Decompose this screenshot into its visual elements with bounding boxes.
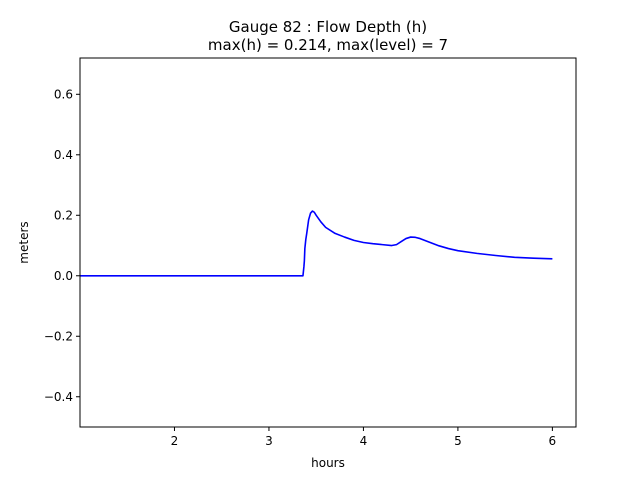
x-tick-label: 3 bbox=[265, 434, 273, 448]
y-axis-label: meters bbox=[17, 221, 31, 263]
x-tick-label: 6 bbox=[549, 434, 557, 448]
y-tick-label: 0.0 bbox=[54, 269, 73, 283]
x-tick-label: 5 bbox=[454, 434, 462, 448]
y-tick-label: 0.6 bbox=[54, 87, 73, 101]
plot-area bbox=[80, 210, 553, 277]
y-tick-label: −0.4 bbox=[44, 390, 73, 404]
axis-ticks: 2 3 4 5 6 −0.4 −0.2 0.0 0.2 0.4 0.6 bbox=[44, 87, 556, 448]
x-tick-label: 4 bbox=[360, 434, 368, 448]
x-axis-label: hours bbox=[311, 456, 345, 470]
chart-title-line-2: max(h) = 0.214, max(level) = 7 bbox=[208, 36, 448, 54]
y-tick-label: 0.4 bbox=[54, 148, 73, 162]
x-tick-label: 2 bbox=[171, 434, 179, 448]
y-tick-label: 0.2 bbox=[54, 208, 73, 222]
chart-title-line-1: Gauge 82 : Flow Depth (h) bbox=[229, 18, 427, 36]
plot-frame bbox=[79, 57, 577, 428]
series-line bbox=[80, 210, 553, 277]
y-tick-label: −0.2 bbox=[44, 329, 73, 343]
